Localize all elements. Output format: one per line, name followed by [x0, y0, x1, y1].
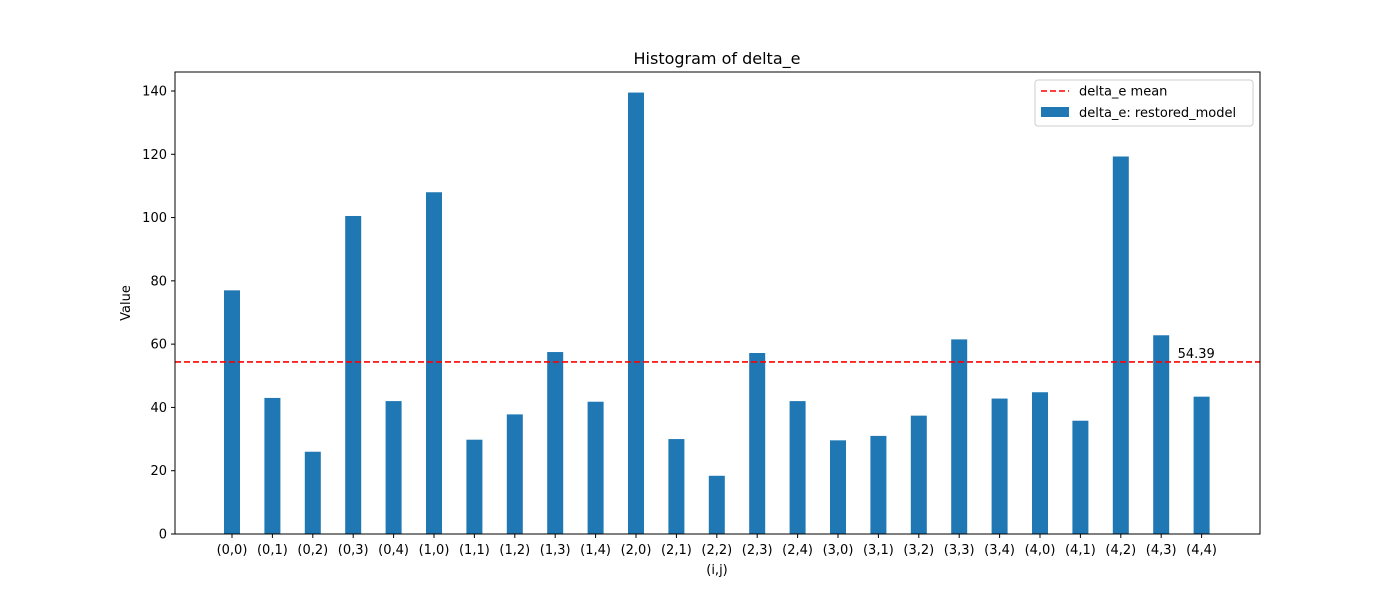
- bar-(4,0): [1032, 392, 1048, 534]
- bar-(1,2): [506, 414, 523, 534]
- bar-(4,4): [1193, 396, 1210, 534]
- legend-series-label: delta_e: restored_model: [1079, 106, 1236, 121]
- y-tick-label: 140: [142, 84, 167, 99]
- legend: delta_e mean delta_e: restored_model: [1034, 79, 1254, 127]
- bar-(0,0): [224, 290, 240, 534]
- bar-(0,3): [345, 215, 362, 535]
- y-axis: 0 20 40 60 80 100 120 140: [142, 84, 175, 543]
- x-tick-label: (3,0): [823, 543, 854, 558]
- bar-(2,1): [668, 439, 685, 534]
- legend-mean-label: delta_e mean: [1079, 85, 1167, 100]
- x-tick-label: (4,1): [1065, 543, 1096, 558]
- x-tick-label: (3,4): [984, 543, 1015, 558]
- x-tick-label: (1,2): [499, 543, 530, 558]
- y-tick-label: 40: [150, 401, 167, 416]
- bar-(2,3): [749, 353, 766, 534]
- bar-(4,1): [1072, 420, 1089, 534]
- bar-(3,0): [830, 440, 846, 534]
- bar-(3,1): [870, 435, 887, 534]
- plot-area-frame: [174, 71, 1261, 535]
- bar-(3,3): [951, 339, 968, 534]
- y-tick-label: 20: [150, 464, 167, 479]
- legend-series-swatch: [1041, 107, 1069, 117]
- mean-line-group: 54.39: [175, 347, 1260, 363]
- x-axis-label: (i,j): [706, 563, 728, 578]
- x-tick-label: (0,1): [257, 543, 288, 558]
- bar-(2,4): [789, 401, 806, 534]
- bar-(2,0): [628, 92, 644, 534]
- bar-(0,1): [264, 397, 281, 534]
- x-tick-label: (2,4): [782, 543, 813, 558]
- bar-(1,4): [587, 401, 604, 534]
- mean-value-label: 54.39: [1178, 347, 1215, 362]
- bar-(0,4): [385, 401, 402, 534]
- x-tick-label: (1,1): [459, 543, 490, 558]
- x-tick-label: (1,0): [419, 543, 450, 558]
- bar-(1,1): [466, 439, 483, 534]
- x-tick-label: (4,2): [1105, 543, 1136, 558]
- x-tick-label: (0,2): [297, 543, 328, 558]
- bar-(0,2): [304, 451, 321, 534]
- y-tick-label: 120: [142, 148, 167, 163]
- bar-(3,4): [991, 398, 1008, 534]
- legend-frame: [1034, 79, 1254, 127]
- x-tick-label: (4,0): [1025, 543, 1056, 558]
- x-tick-label: (4,3): [1146, 543, 1177, 558]
- x-tick-label: (3,2): [903, 543, 934, 558]
- x-tick-label: (0,4): [378, 543, 409, 558]
- x-tick-label: (1,3): [540, 543, 571, 558]
- x-tick-label: (2,0): [621, 543, 652, 558]
- y-axis-label: Value: [119, 285, 134, 321]
- y-tick-label: 100: [142, 211, 167, 226]
- chart-title: Histogram of delta_e: [634, 49, 801, 69]
- x-axis: (0,0) (0,1) (0,2) (0,3) (0,4) (1,0) (1,1) (1,2)…: [217, 534, 1217, 558]
- x-tick-label: (4,4): [1186, 543, 1217, 558]
- x-tick-label: (3,1): [863, 543, 894, 558]
- y-tick-label: 60: [150, 338, 167, 353]
- bars-group: [224, 92, 1210, 535]
- x-tick-label: (3,3): [944, 543, 975, 558]
- x-tick-label: (2,2): [701, 543, 732, 558]
- bar-(2,2): [708, 475, 725, 534]
- bar-(3,2): [910, 415, 927, 534]
- y-tick-label: 0: [159, 528, 167, 543]
- bar-(1,0): [426, 192, 442, 534]
- x-tick-label: (2,3): [742, 543, 773, 558]
- bar-(1,3): [547, 352, 564, 534]
- y-tick-label: 80: [150, 274, 167, 289]
- x-tick-label: (1,4): [580, 543, 611, 558]
- x-tick-label: (0,3): [338, 543, 369, 558]
- x-tick-label: (2,1): [661, 543, 692, 558]
- bar-(4,2): [1112, 156, 1129, 535]
- bar-(4,3): [1153, 335, 1170, 534]
- x-tick-label: (0,0): [217, 543, 248, 558]
